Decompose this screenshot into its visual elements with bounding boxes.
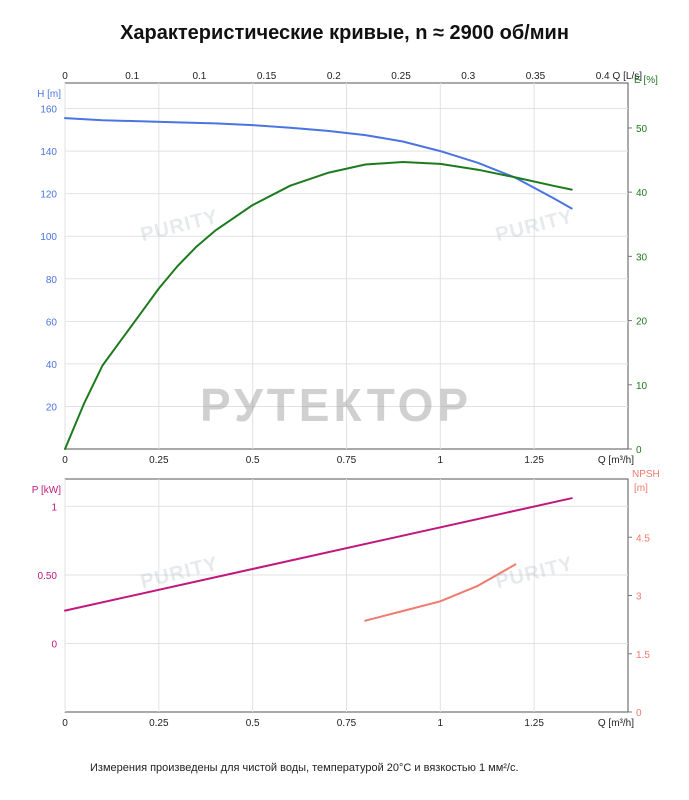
y2-tick-label: 30	[636, 252, 648, 263]
y-tick-label: 40	[46, 360, 58, 371]
y2-tick-label: 3	[636, 592, 642, 603]
y-tick-label: 1	[51, 502, 57, 513]
x2-tick-label: 0.3	[461, 71, 475, 82]
y-tick-label: 160	[40, 105, 57, 116]
y-tick-label: 120	[40, 190, 57, 201]
x-tick-label: 0.5	[246, 455, 260, 466]
y2-tick-label: 20	[636, 317, 648, 328]
y2-tick-label: 1.5	[636, 650, 650, 661]
x-tick-label: 0.25	[149, 455, 169, 466]
x-tick-label: 0	[62, 718, 68, 729]
y-tick-label: 0.50	[38, 571, 58, 582]
x2-tick-label: 0.4	[596, 71, 610, 82]
y-axis-label: P [kW]	[32, 485, 61, 496]
x2-axis-label: Q [L/s]	[613, 71, 643, 82]
x2-tick-label: 0.1	[125, 71, 139, 82]
x2-tick-label: 0	[62, 71, 68, 82]
y-tick-label: 60	[46, 317, 58, 328]
x-tick-label: 1	[438, 718, 444, 729]
x-axis-label: Q [m³/h]	[598, 718, 634, 729]
x2-tick-label: 0.15	[257, 71, 277, 82]
y-tick-label: 140	[40, 147, 57, 158]
x-tick-label: 1.25	[524, 455, 544, 466]
series-line-npsh	[364, 563, 517, 622]
y2-tick-label: 0	[636, 445, 642, 456]
y-tick-label: 0	[51, 639, 57, 650]
chart-title: Характеристические кривые, n ≈ 2900 об/м…	[120, 22, 569, 44]
y-tick-label: 80	[46, 275, 58, 286]
x-axis-label: Q [m³/h]	[598, 455, 634, 466]
y2-tick-label: 0	[636, 708, 642, 719]
footnote: Измерения произведены для чистой воды, т…	[90, 762, 519, 774]
y2-tick-label: 50	[636, 124, 648, 135]
x2-tick-label: 0.35	[526, 71, 546, 82]
site-watermark: РУТЕКТОР	[200, 379, 473, 431]
x2-tick-label: 0.1	[192, 71, 206, 82]
y2-tick-label: 4.5	[636, 533, 650, 544]
y2-axis-label: E [%]	[634, 75, 658, 86]
x-tick-label: 1	[438, 455, 444, 466]
x2-tick-label: 0.2	[327, 71, 341, 82]
y2-tick-label: 10	[636, 381, 648, 392]
y-axis-label: H [m]	[37, 89, 61, 100]
y-tick-label: 20	[46, 402, 58, 413]
y2-axis-label: NPSH	[632, 469, 660, 480]
y2-axis-unit: [m]	[634, 483, 648, 494]
x2-tick-label: 0.25	[391, 71, 411, 82]
y-tick-label: 100	[40, 232, 57, 243]
x-tick-label: 0.75	[337, 455, 357, 466]
x-tick-label: 1.25	[524, 718, 544, 729]
y2-tick-label: 40	[636, 188, 648, 199]
x-tick-label: 0.25	[149, 718, 169, 729]
series-line-efficiency	[64, 161, 573, 450]
x-tick-label: 0.5	[246, 718, 260, 729]
x-tick-label: 0	[62, 455, 68, 466]
series-line-power	[64, 497, 573, 612]
series-line-head	[64, 117, 573, 210]
x-tick-label: 0.75	[337, 718, 357, 729]
